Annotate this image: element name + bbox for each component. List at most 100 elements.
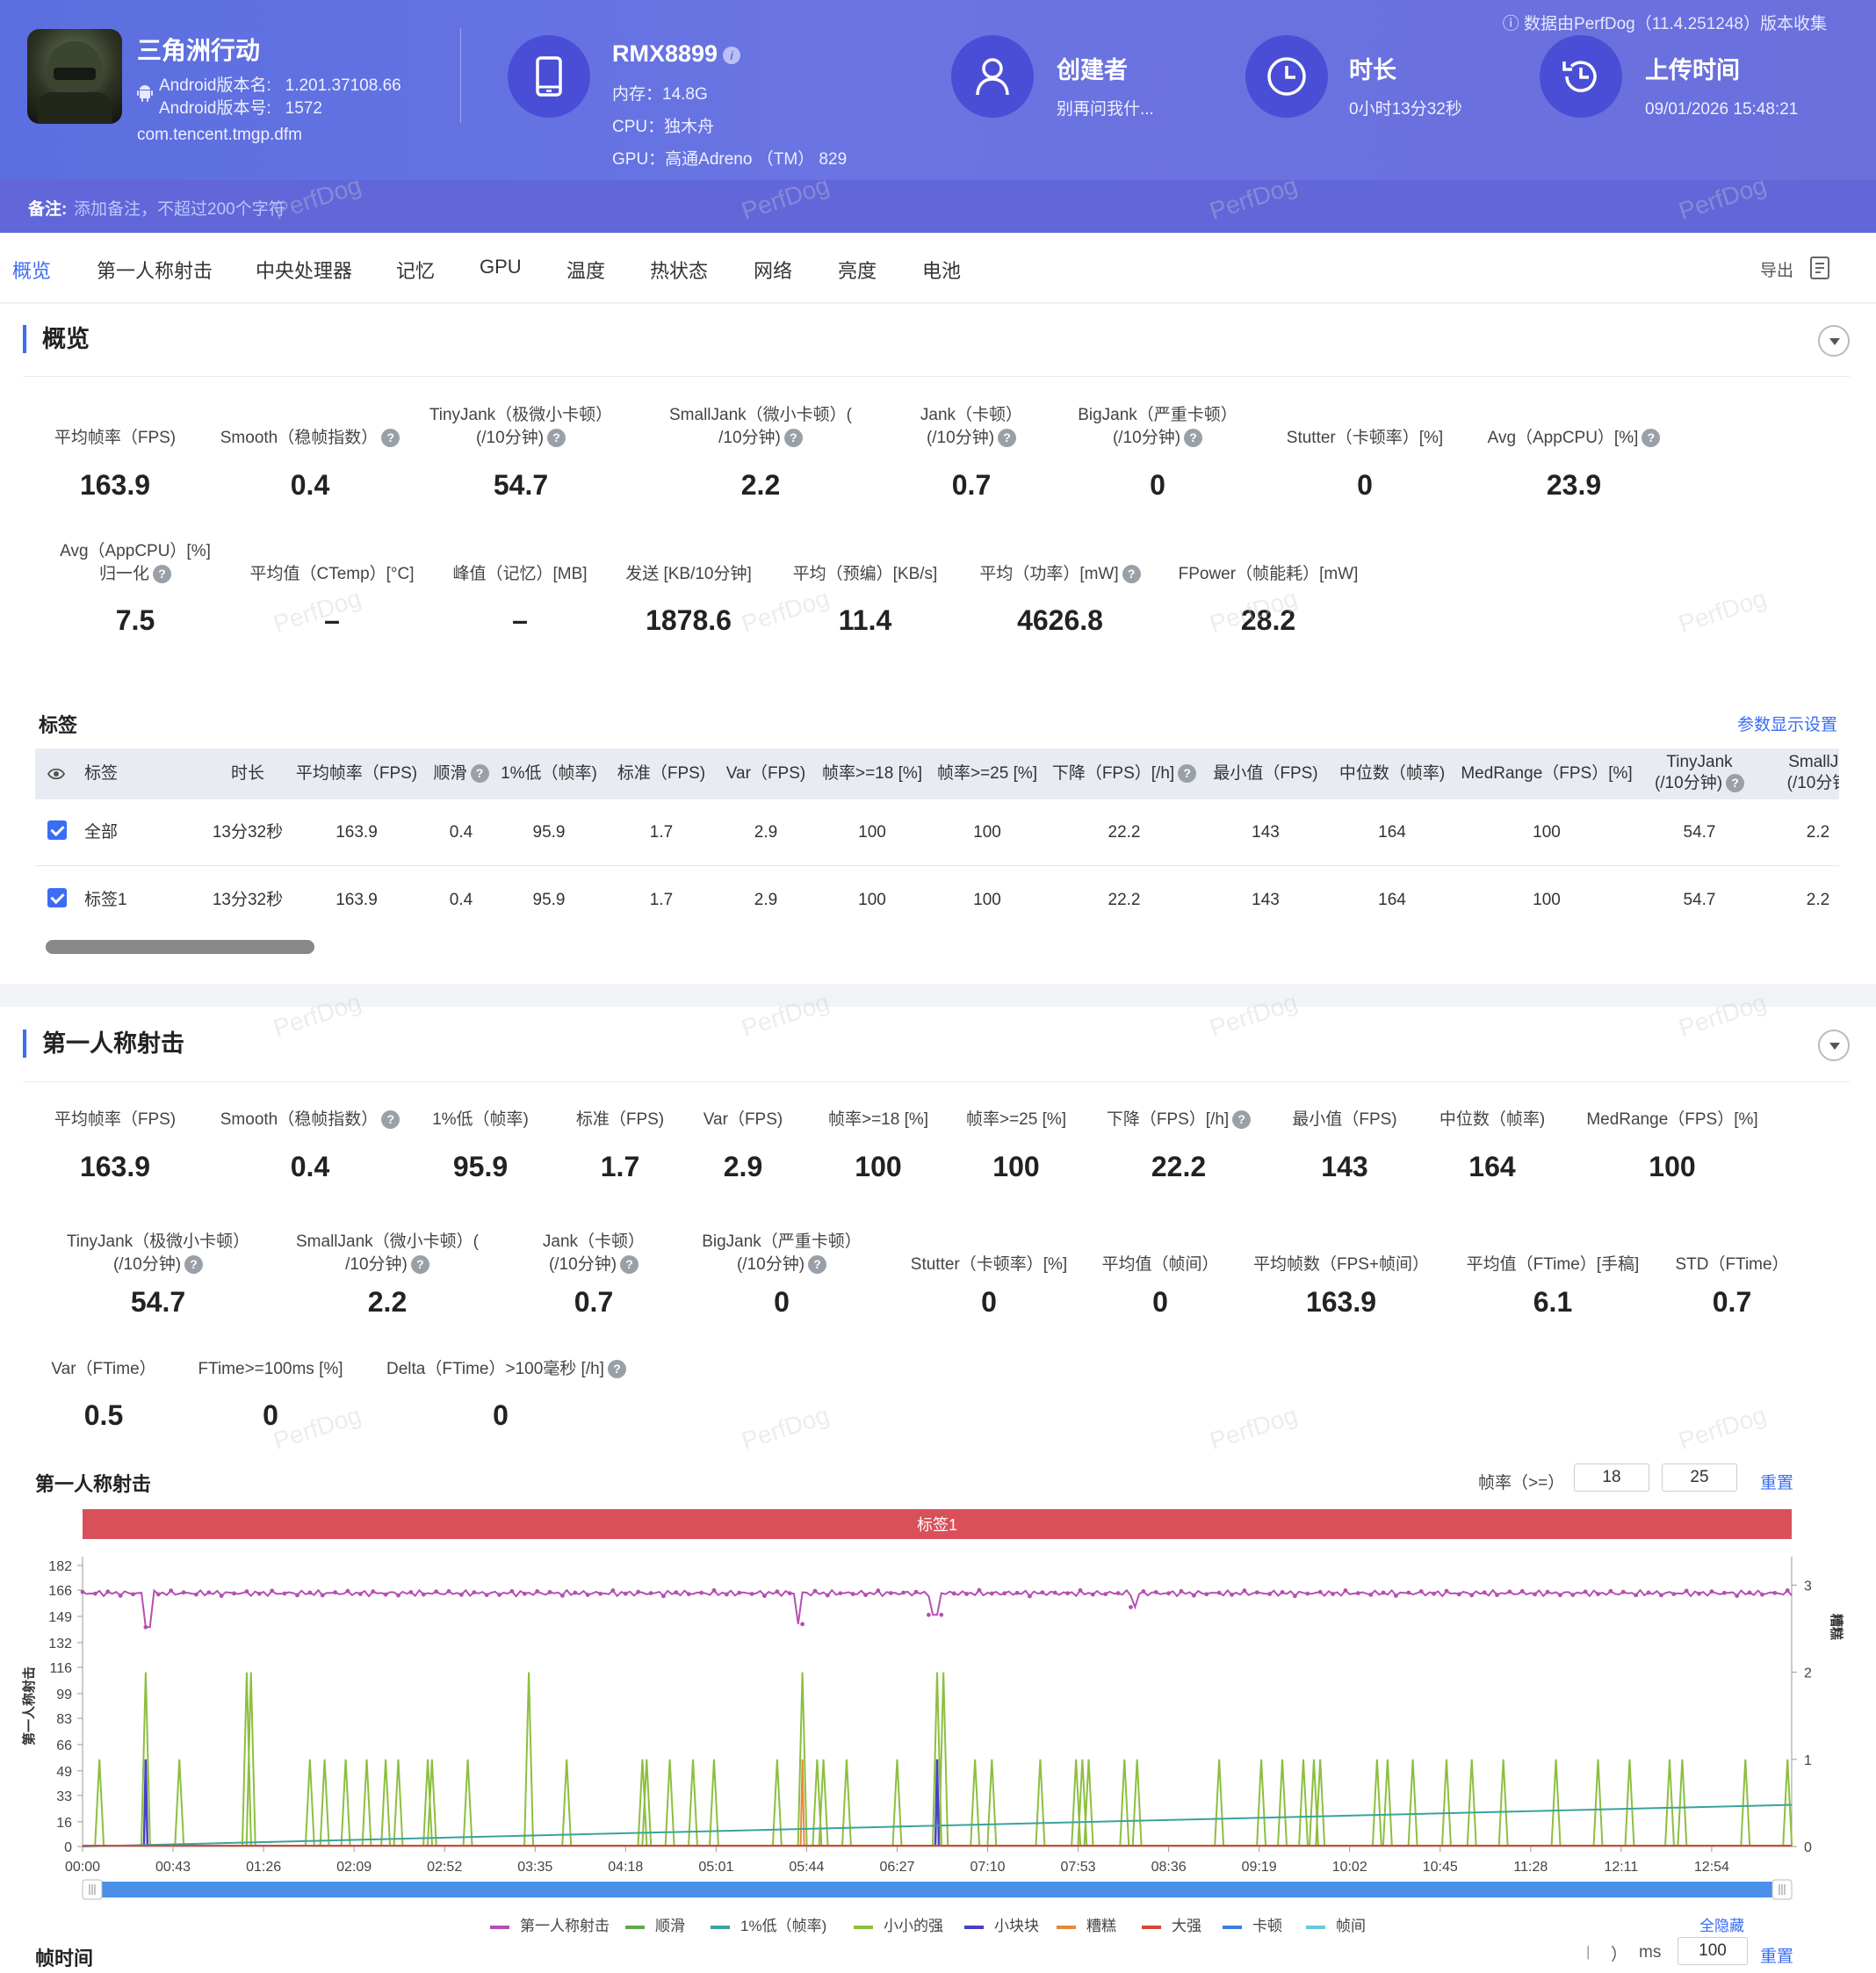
help-icon[interactable]: ?	[620, 1255, 639, 1275]
tab-network[interactable]: 网络	[754, 260, 793, 282]
fps-point	[1482, 1590, 1487, 1595]
metric-label: 标准（FPS)	[506, 1109, 734, 1131]
tab-cpu[interactable]: 中央处理器	[256, 260, 353, 282]
hide-all-button[interactable]: 全隐藏	[1699, 1918, 1744, 1934]
help-icon[interactable]: ?	[184, 1255, 204, 1275]
help-icon[interactable]: ?	[1232, 1110, 1252, 1130]
column-header[interactable]: 下降（FPS）[/h]?	[1036, 763, 1212, 784]
help-icon[interactable]: ?	[998, 429, 1017, 448]
app-name: 三角洲行动	[137, 37, 261, 64]
y-tick-label: 182	[48, 1559, 72, 1574]
help-icon[interactable]: ?	[1178, 764, 1197, 784]
param-settings-link[interactable]: 参数显示设置	[1736, 716, 1837, 734]
column-header[interactable]: 时长	[160, 763, 336, 784]
fps-chart[interactable]: 标签1 0 16 33 49 66 83 99 116 132 149 166 182 0 1 2 3 00:00…	[0, 1502, 1876, 1915]
metric: Stutter（卡顿率）[%] 0	[875, 1254, 1103, 1318]
jank-spike	[1624, 1759, 1635, 1847]
column-header[interactable]: 最小值（FPS)	[1178, 763, 1353, 784]
row-checkbox[interactable]	[47, 888, 67, 907]
overview-collapse-button[interactable]	[1818, 325, 1850, 357]
export-button[interactable]: 导出	[1759, 262, 1793, 280]
fps-threshold-input-2[interactable]: 25	[1662, 1463, 1737, 1492]
fps-point	[131, 1592, 135, 1597]
tab-temperature[interactable]: 温度	[566, 260, 606, 282]
legend-item[interactable]: 1%低（帧率)	[711, 1913, 826, 1935]
legend-item[interactable]: 大强	[1142, 1913, 1201, 1935]
column-header-text: TinyJank	[1666, 753, 1733, 771]
legend-item[interactable]: 顺滑	[625, 1913, 685, 1935]
table-row[interactable]: 标签1 13分32秒 163.9 0.4 95.9 1.7 2.9 100 100 22.2 14…	[35, 867, 1839, 933]
metric-label: 平均帧数（FPS+帧间）	[1227, 1254, 1455, 1276]
legend-item[interactable]: 糟糕	[1057, 1913, 1116, 1935]
table-cell: 1.7	[649, 823, 674, 842]
column-header[interactable]: 标签	[84, 764, 119, 783]
jank-spike	[637, 1759, 648, 1847]
column-header[interactable]: 中位数（帧率)	[1304, 763, 1480, 784]
metric-label: BigJank（严重卡顿）	[667, 1231, 896, 1254]
column-header[interactable]: TinyJank (/10分钟)?	[1629, 752, 1770, 794]
help-icon[interactable]: ?	[808, 1255, 827, 1275]
legend-item[interactable]: 卡顿	[1223, 1913, 1282, 1935]
legend-item[interactable]: 第一人称射击	[490, 1913, 610, 1935]
tab-brightness[interactable]: 亮度	[838, 260, 877, 282]
threshold-reset-button[interactable]: 重置	[1760, 1474, 1794, 1492]
legend-item[interactable]: 小小的强	[854, 1913, 943, 1935]
column-header[interactable]: 1%低（帧率)	[461, 763, 637, 784]
metric-label-text: STD（FTime）	[1675, 1255, 1789, 1274]
device-info-icon[interactable]: i	[723, 46, 741, 64]
metric-label-text: TinyJank（极微小卡顿）	[429, 406, 613, 424]
tab-battery[interactable]: 电池	[922, 260, 962, 282]
tab-overview[interactable]: 概览	[12, 260, 52, 282]
add-note-link[interactable]: 添加备注，不超过200个字符	[74, 200, 285, 219]
help-icon[interactable]: ?	[1726, 774, 1745, 793]
help-icon[interactable]: ?	[470, 764, 489, 784]
export-icon[interactable]	[1809, 256, 1832, 280]
column-header[interactable]: 帧率>=18 [%]	[784, 763, 960, 784]
help-icon[interactable]: ?	[381, 429, 400, 448]
help-icon[interactable]: ?	[1642, 429, 1661, 448]
tab-memory[interactable]: 记忆	[396, 260, 436, 282]
column-header[interactable]: 顺滑?	[373, 763, 549, 784]
tab-gpu[interactable]: GPU	[480, 256, 522, 278]
fps-threshold-input-1[interactable]: 18	[1574, 1463, 1649, 1492]
fps-point	[1545, 1589, 1550, 1594]
help-icon[interactable]: ?	[381, 1110, 400, 1130]
eye-icon[interactable]	[47, 767, 65, 781]
help-icon[interactable]: ?	[547, 429, 566, 448]
help-icon[interactable]: ?	[783, 429, 803, 448]
column-header[interactable]: Var（FPS)	[678, 763, 854, 784]
metric-value: 23.9	[1546, 469, 1602, 501]
help-icon[interactable]: ?	[1184, 429, 1203, 448]
column-header[interactable]: 帧率>=25 [%]	[899, 763, 1075, 784]
frametime-input[interactable]: 100	[1678, 1937, 1748, 1965]
x-tick-label: 02:52	[427, 1860, 462, 1875]
jank-spike	[1131, 1759, 1143, 1847]
column-header[interactable]: SmallJa (/10分钟	[1748, 752, 1839, 794]
y2-tick-label: 3	[1804, 1579, 1812, 1594]
row-checkbox[interactable]	[47, 820, 67, 840]
help-icon[interactable]: ?	[607, 1360, 626, 1379]
column-header[interactable]: 标准（FPS)	[574, 763, 749, 784]
legend-item[interactable]: 帧间	[1306, 1913, 1366, 1935]
frametime-reset-button[interactable]: 重置	[1760, 1948, 1794, 1966]
column-header[interactable]: MedRange（FPS）[%]	[1459, 763, 1634, 784]
table-cell: 0.4	[449, 823, 473, 842]
metric: 帧率>=18 [%] 100	[764, 1109, 992, 1182]
tab-fps[interactable]: 第一人称射击	[97, 260, 213, 282]
table-row[interactable]: 全部 13分32秒 163.9 0.4 95.9 1.7 2.9 100 100 22.2 143…	[35, 799, 1839, 866]
metric-label: Jank（卡顿）	[857, 404, 1086, 427]
column-header[interactable]: 平均帧率（FPS)	[269, 763, 444, 784]
metric: Var（FTime） 0.5	[0, 1358, 218, 1431]
help-icon[interactable]: ?	[153, 565, 171, 584]
metric-value: 95.9	[452, 1151, 509, 1182]
fps-collapse-button[interactable]	[1818, 1030, 1850, 1061]
help-icon[interactable]: ?	[410, 1255, 429, 1275]
legend-item[interactable]: 小块块	[964, 1913, 1039, 1935]
tab-thermal[interactable]: 热状态	[650, 260, 709, 282]
jank-spike	[523, 1672, 535, 1847]
version-code-label: Android版本号:	[159, 99, 271, 118]
help-icon[interactable]: ?	[1122, 565, 1141, 584]
table-scrollbar[interactable]	[46, 940, 314, 954]
fps-point	[535, 1589, 540, 1594]
fps-point	[295, 1593, 299, 1598]
